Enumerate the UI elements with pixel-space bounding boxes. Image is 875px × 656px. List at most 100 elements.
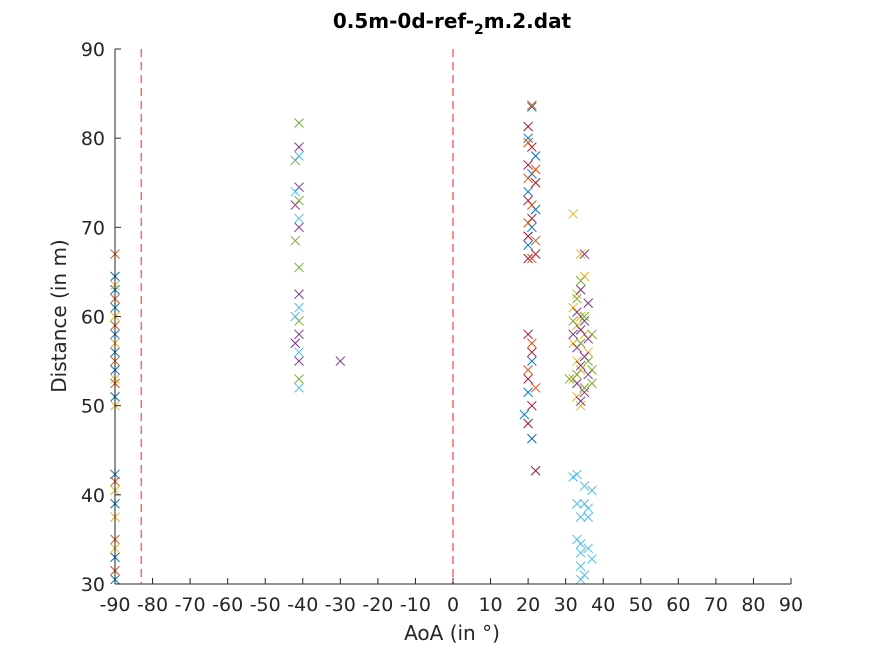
data-point <box>572 378 582 389</box>
data-point <box>579 382 590 393</box>
x-tick-label: 90 <box>779 594 803 616</box>
y-tick-label: 90 <box>81 39 105 61</box>
y-tick-label: 80 <box>81 128 105 150</box>
data-point <box>527 400 537 411</box>
data-point <box>583 503 594 514</box>
data-point <box>530 177 541 188</box>
data-point <box>527 102 537 112</box>
data-point <box>294 151 304 161</box>
data-point <box>530 164 541 175</box>
data-point <box>587 485 597 496</box>
data-point <box>290 235 301 246</box>
data-point <box>527 356 537 366</box>
data-point <box>579 316 590 326</box>
data-point <box>583 298 594 308</box>
data-point <box>572 498 582 509</box>
data-point <box>290 338 301 349</box>
title-main: 0.5m-0d-ref- <box>333 9 474 33</box>
data-point <box>523 418 533 429</box>
data-point <box>579 387 590 398</box>
data-point <box>294 142 304 152</box>
data-point <box>583 356 594 366</box>
x-tick-label: -30 <box>325 594 356 616</box>
x-tick-label: -70 <box>175 594 206 616</box>
x-tick-label: 50 <box>629 594 653 616</box>
y-tick-label: 60 <box>81 307 105 329</box>
data-point <box>587 554 597 564</box>
data-point <box>523 133 533 144</box>
data-point <box>575 561 586 572</box>
data-point <box>583 512 594 522</box>
data-point <box>523 231 533 242</box>
x-tick-label: 40 <box>591 594 615 616</box>
data-point <box>575 325 586 335</box>
data-point <box>527 433 537 444</box>
data-point <box>527 200 537 210</box>
data-point <box>523 387 533 398</box>
x-tick-label: 0 <box>447 594 459 616</box>
data-point <box>530 235 541 246</box>
data-point <box>572 293 582 304</box>
data-point <box>294 382 304 393</box>
x-tick-label: 60 <box>666 594 690 616</box>
series-6 <box>290 151 304 393</box>
data-point <box>294 329 304 340</box>
data-point <box>579 311 590 322</box>
x-axis-label: AoA (in °) <box>404 621 500 645</box>
data-point <box>294 356 304 366</box>
x-tick-label: 80 <box>741 594 765 616</box>
x-tick-label: -90 <box>99 594 130 616</box>
data-point <box>572 369 582 380</box>
data-point <box>527 100 537 111</box>
y-tick-label: 40 <box>81 485 105 507</box>
x-tick-label: -50 <box>250 594 281 616</box>
series-5 <box>290 118 304 384</box>
x-tick-label: -40 <box>287 594 318 616</box>
series-13 <box>568 469 597 585</box>
data-point <box>572 307 582 317</box>
data-point <box>579 249 590 259</box>
data-point <box>523 121 533 132</box>
series-11 <box>568 249 594 407</box>
data-point <box>523 240 533 251</box>
y-tick-label: 30 <box>81 574 105 596</box>
data-point <box>568 472 579 482</box>
x-tick-label: -80 <box>137 594 168 616</box>
data-point <box>587 378 597 389</box>
data-point <box>575 275 586 286</box>
data-point <box>583 543 594 554</box>
data-point <box>575 360 586 371</box>
data-point <box>519 409 530 420</box>
data-point <box>290 311 301 322</box>
y-axis: 30 40 50 60 70 80 90 <box>81 39 121 596</box>
x-tick-label: -20 <box>362 594 393 616</box>
data-point <box>294 262 304 273</box>
data-point <box>523 160 533 170</box>
data-point <box>523 186 533 197</box>
data-point <box>294 347 304 358</box>
data-point <box>568 209 579 219</box>
data-point <box>523 365 533 375</box>
data-point <box>587 365 597 375</box>
data-point <box>579 481 590 491</box>
data-point <box>294 222 304 233</box>
x-tick-label: -60 <box>212 594 243 616</box>
data-point <box>575 547 586 558</box>
data-point <box>527 253 537 264</box>
y-axis-label: Distance (in m) <box>47 239 71 393</box>
data-point <box>587 329 597 340</box>
x-tick-label: 70 <box>704 594 728 616</box>
title-subscript: 2 <box>474 22 484 38</box>
data-point <box>575 512 586 522</box>
data-point <box>523 253 533 264</box>
data-point <box>294 195 304 206</box>
y-tick-label: 50 <box>81 396 105 418</box>
y-tick-label: 70 <box>81 217 105 239</box>
x-tick-label: -10 <box>400 594 431 616</box>
data-point <box>523 173 533 184</box>
data-point <box>575 400 586 411</box>
data-point <box>530 465 541 476</box>
data-point <box>523 218 533 228</box>
data-point <box>294 289 304 300</box>
